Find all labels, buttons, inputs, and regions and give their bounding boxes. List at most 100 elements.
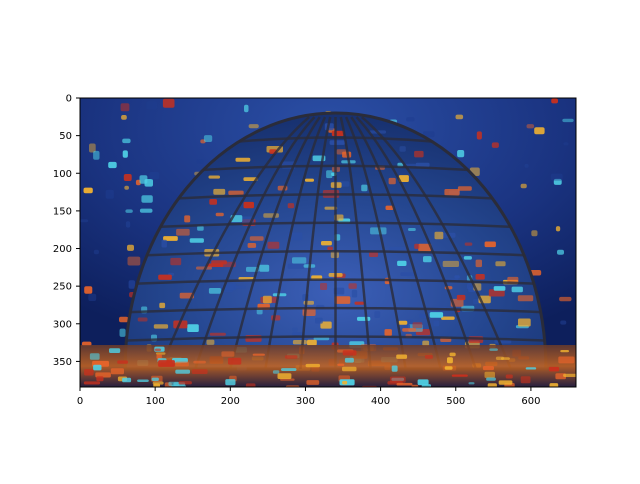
dome-light [215,212,224,217]
dome-light [456,294,466,301]
dome-light [511,286,523,293]
ground-light [342,350,357,356]
dome-light [197,225,204,231]
dome-light [357,316,371,321]
dome-light [307,339,317,346]
ground-light [193,360,206,364]
dome-meridian [299,116,332,370]
ground-light [117,360,128,364]
ground-light [84,369,94,376]
dome-light [249,236,264,241]
dome-light [397,260,407,266]
ground-light [285,385,300,387]
dome-light [384,329,392,336]
sky-light [123,174,132,181]
ground-light [137,379,149,382]
ground-light [520,376,531,384]
dome-light [408,228,416,231]
dome-light [235,157,251,162]
x-tick-label: 600 [521,396,540,407]
dome-light [442,260,459,267]
ground-light [154,348,161,352]
ground-light [486,377,496,381]
dome-light [475,274,485,280]
dome-light [304,178,314,182]
sky-light [127,244,134,251]
dome-light [488,289,505,297]
ground-light [344,357,354,363]
y-tick-label: 150 [53,206,72,217]
ground-light [153,383,160,387]
dome-light [402,328,417,332]
dome-light [374,311,381,318]
sky-light [89,143,96,153]
sky-light [196,159,204,164]
ground-light [151,377,159,381]
dome-light [234,285,246,289]
ground-light [156,354,162,359]
dome-light [176,228,190,236]
ground-light [411,384,419,387]
dome-light [493,286,506,291]
dome-light [348,283,357,289]
dome-light [292,327,298,332]
sky-light [520,183,527,189]
dome-light [292,257,307,264]
dome-light [208,288,222,294]
dome-light [263,213,279,218]
ground-light [484,371,495,378]
dome-light [247,243,257,248]
sky-light [124,185,129,190]
sky-light [84,286,93,294]
dome-light [429,312,444,318]
ground-light [396,354,408,359]
sky-light [125,221,131,228]
ground-light [391,365,398,372]
ground-light [109,348,121,353]
dome-light [463,256,472,260]
dome-light [354,301,365,305]
sky-light [139,175,148,184]
dome-light [313,337,330,341]
dome-light [399,146,406,152]
sky-light [149,172,160,180]
x-tick-label: 500 [446,396,465,407]
sky-light [563,142,569,146]
sky-light [491,142,499,148]
sky-light [524,163,529,168]
sky-light [121,115,127,120]
ground-light [83,381,101,385]
ground-light [489,348,498,351]
sky-light [146,101,157,110]
dome-light [324,206,338,210]
sky-light [80,219,89,223]
axes-frame [79,97,577,388]
sky-light [119,316,129,323]
dome-light [262,295,272,304]
ground-light [451,374,468,377]
dome-light [326,170,333,179]
sky-light [128,280,136,289]
sky-light [122,138,131,144]
dome-light [287,203,295,209]
dome-light [137,317,148,322]
sky-light [455,114,464,120]
sky-light [125,209,133,213]
ground-light [225,379,236,386]
ground-light [221,351,235,357]
ground-light [417,379,429,386]
dome-light [158,274,172,280]
dome-light [454,275,460,279]
dome-light [327,246,333,251]
dome-meridian [339,116,372,370]
dome-light [361,184,368,192]
ground-light [96,376,104,382]
ground-light [342,366,357,372]
dome-light [189,238,204,243]
ground-light [487,383,497,387]
ground-light [272,370,280,374]
ground-light [228,357,242,365]
dome-light [267,241,280,249]
y-tick-label: 50 [59,131,72,142]
ground-light [175,361,189,367]
